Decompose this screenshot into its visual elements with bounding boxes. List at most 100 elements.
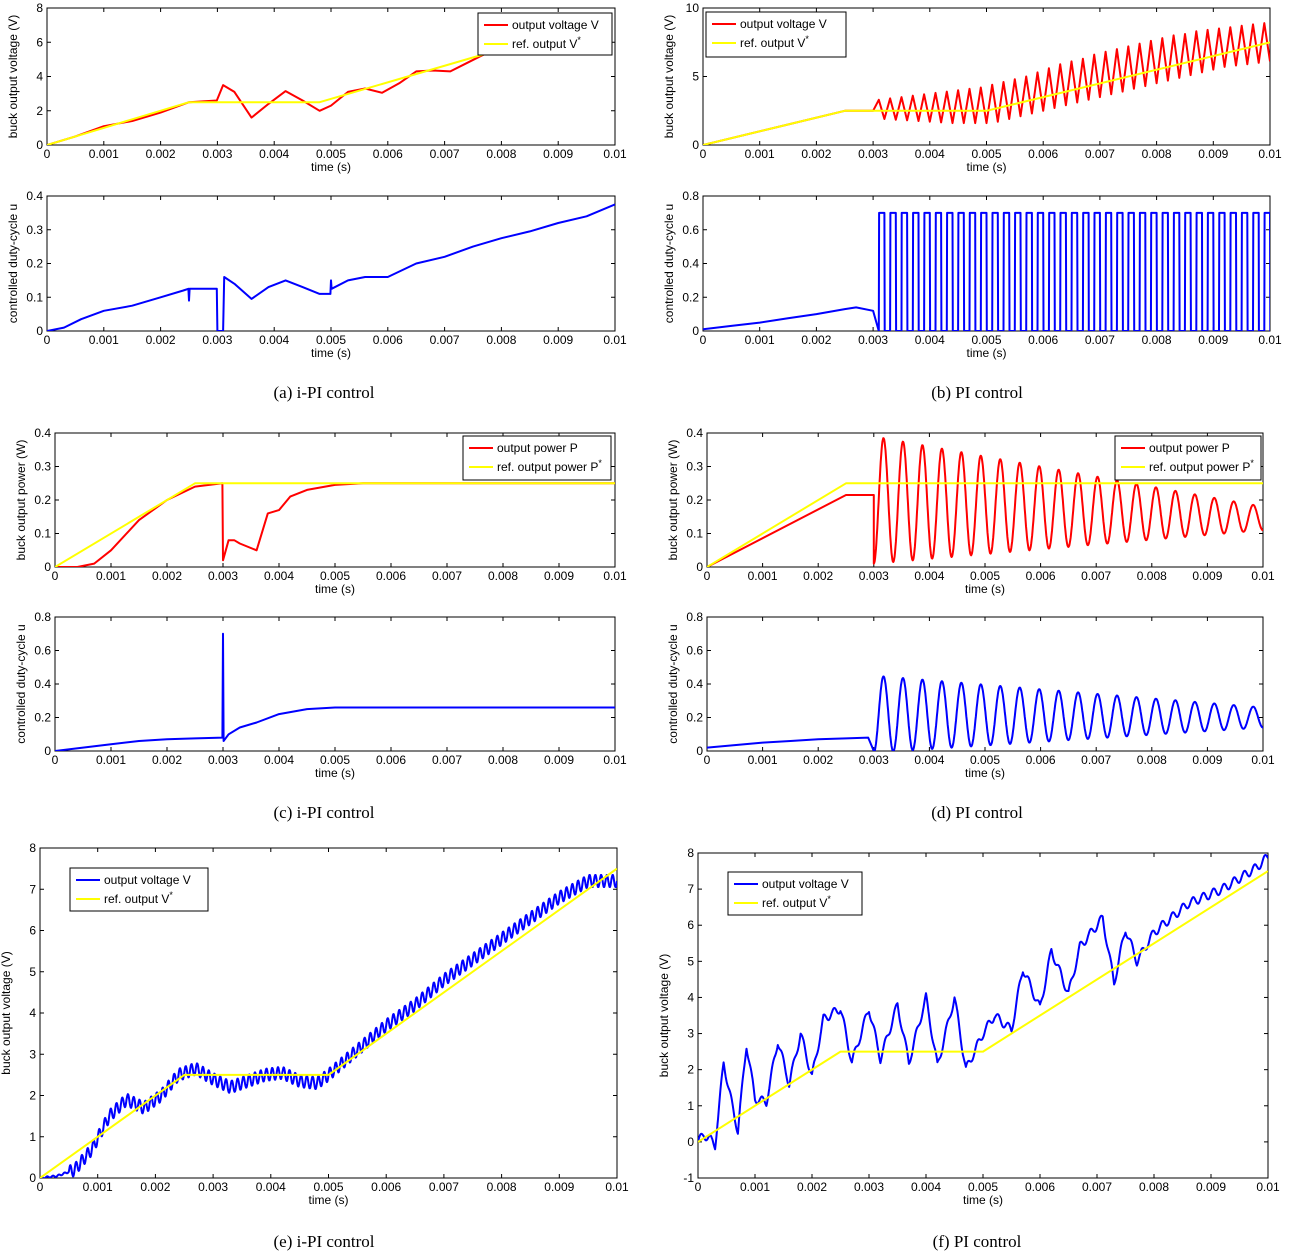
x-tick-label: 0.001 [745,147,775,161]
series-line-output-voltage-v [698,854,1268,1151]
captions-layer: (a) i-PI control (b) PI control (c) i-PI… [273,383,1023,1251]
chart-a_bottom: 0 0.001 0.002 0.003 0.004 0.005 0.006 0.007 0.00… [6,189,627,360]
series-line-ref-output-v [47,51,491,145]
x-axis-label: time (s) [315,766,355,780]
y-tick-label: 0 [692,138,699,152]
x-tick-label: 0 [695,1180,702,1194]
series-line-output-power-p [55,482,615,567]
x-tick-label: 0.002 [803,569,833,583]
series-line-output-power-p [707,437,1263,567]
series-layer [55,632,615,751]
x-tick-label: 0.005 [320,569,350,583]
x-tick-label: 0.004 [911,1180,941,1194]
y-tick-label: 8 [687,846,694,860]
series-line-ref-output-power-p [707,482,1263,567]
y-axis-label: controlled duty-cycle u [6,204,20,323]
y-axis-label: buck output power (W) [14,440,28,561]
x-tick-label: 0.002 [146,147,176,161]
y-tick-label: 10 [686,1,700,15]
x-tick-label: 0.004 [259,333,289,347]
y-tick-label: 2 [687,1063,694,1077]
x-tick-label: 0 [52,569,59,583]
x-tick-label: 0.009 [544,569,574,583]
legend: output voltage V ref. output V* [727,871,863,916]
y-tick-label: 0 [36,138,43,152]
y-tick-label: 0.2 [34,493,51,507]
y-axis-label: buck output voltage (V) [6,15,20,138]
x-tick-label: 0.006 [373,333,403,347]
x-axis-label: time (s) [315,582,355,596]
series-line-output-voltage-v [47,53,490,145]
x-tick-label: 0.004 [259,147,289,161]
chart-b_top: 0 0.001 0.002 0.003 0.004 0.005 0.006 0.007 0.00… [662,1,1282,174]
x-tick-label: 0.002 [803,753,833,767]
x-tick-label: 0.007 [432,569,462,583]
x-tick-label: 0.01 [1258,333,1282,347]
legend-label: output voltage V [762,877,849,891]
x-tick-label: 0.003 [858,333,888,347]
x-tick-label: 0.007 [430,333,460,347]
chart-b_bottom: 0 0.001 0.002 0.003 0.004 0.005 0.006 0.007 0.00… [662,189,1282,360]
x-tick-label: 0.01 [603,753,627,767]
series-line-ref-output-v [40,867,617,1178]
x-tick-label: 0 [704,753,711,767]
y-axis-label: buck output power (W) [666,440,680,561]
series-layer [707,437,1263,567]
y-tick-label: 6 [29,924,36,938]
x-tick-label: 0.008 [487,1180,517,1194]
series-line-output-voltage-v [703,22,1270,145]
y-tick-label: 0.1 [686,527,703,541]
x-tick-label: 0.009 [1198,333,1228,347]
plot-area [46,195,616,332]
x-tick-label: 0.01 [603,333,627,347]
series-layer [703,22,1270,145]
plot-area [706,616,1264,752]
x-tick-label: 0.002 [140,1180,170,1194]
x-tick-label: 0.009 [544,753,574,767]
x-tick-label: 0.006 [1026,569,1056,583]
y-tick-label: 0.3 [686,460,703,474]
caption-b: (b) PI control [931,383,1023,402]
legend-label: output power P [1149,441,1230,455]
series-layer [703,211,1270,331]
y-tick-label: 7 [687,882,694,896]
series-layer [47,51,491,145]
y-tick-label: 0.1 [34,527,51,541]
x-tick-label: 0.004 [915,147,945,161]
x-tick-label: 0.006 [1026,753,1056,767]
x-tick-label: 0.003 [858,147,888,161]
x-tick-label: 0.001 [89,333,119,347]
x-tick-label: 0.006 [371,1180,401,1194]
x-tick-label: 0.001 [83,1180,113,1194]
series-line-blue [707,675,1263,751]
x-tick-label: 0.008 [1142,333,1172,347]
series-line-blue [55,632,615,751]
y-tick-label: 0 [692,324,699,338]
plots-layer: 0 0.001 0.002 0.003 0.004 0.005 0.006 0.007 0.00… [0,1,1282,1207]
x-tick-label: 0.006 [373,147,403,161]
legend-box [727,871,863,916]
y-tick-label: 0 [36,324,43,338]
y-axis-label: buck output voltage (V) [0,951,13,1074]
series-line-ref-output-power-p [55,482,615,567]
x-tick-label: 0.006 [1028,147,1058,161]
chart-f: 0 0.001 0.002 0.003 0.004 0.005 0.006 0.007 0.00… [657,846,1280,1207]
chart-d_bottom: 0 0.001 0.002 0.003 0.004 0.005 0.006 0.007 0.00… [666,610,1275,780]
legend-label: ref. output power P* [497,458,602,474]
series-layer [40,867,617,1178]
x-tick-label: 0.002 [152,753,182,767]
x-axis-label: time (s) [963,1193,1003,1207]
x-tick-label: 0 [700,147,707,161]
y-tick-label: 6 [687,918,694,932]
x-tick-label: 0.007 [1081,569,1111,583]
y-tick-label: 0.2 [26,257,43,271]
y-tick-label: 0.3 [34,460,51,474]
y-tick-label: 5 [29,965,36,979]
y-tick-label: 0.2 [34,711,51,725]
x-tick-label: 0.002 [801,147,831,161]
x-axis-label: time (s) [311,346,351,360]
series-layer [707,675,1263,751]
y-tick-label: 0.2 [682,290,699,304]
series-layer [47,203,615,331]
